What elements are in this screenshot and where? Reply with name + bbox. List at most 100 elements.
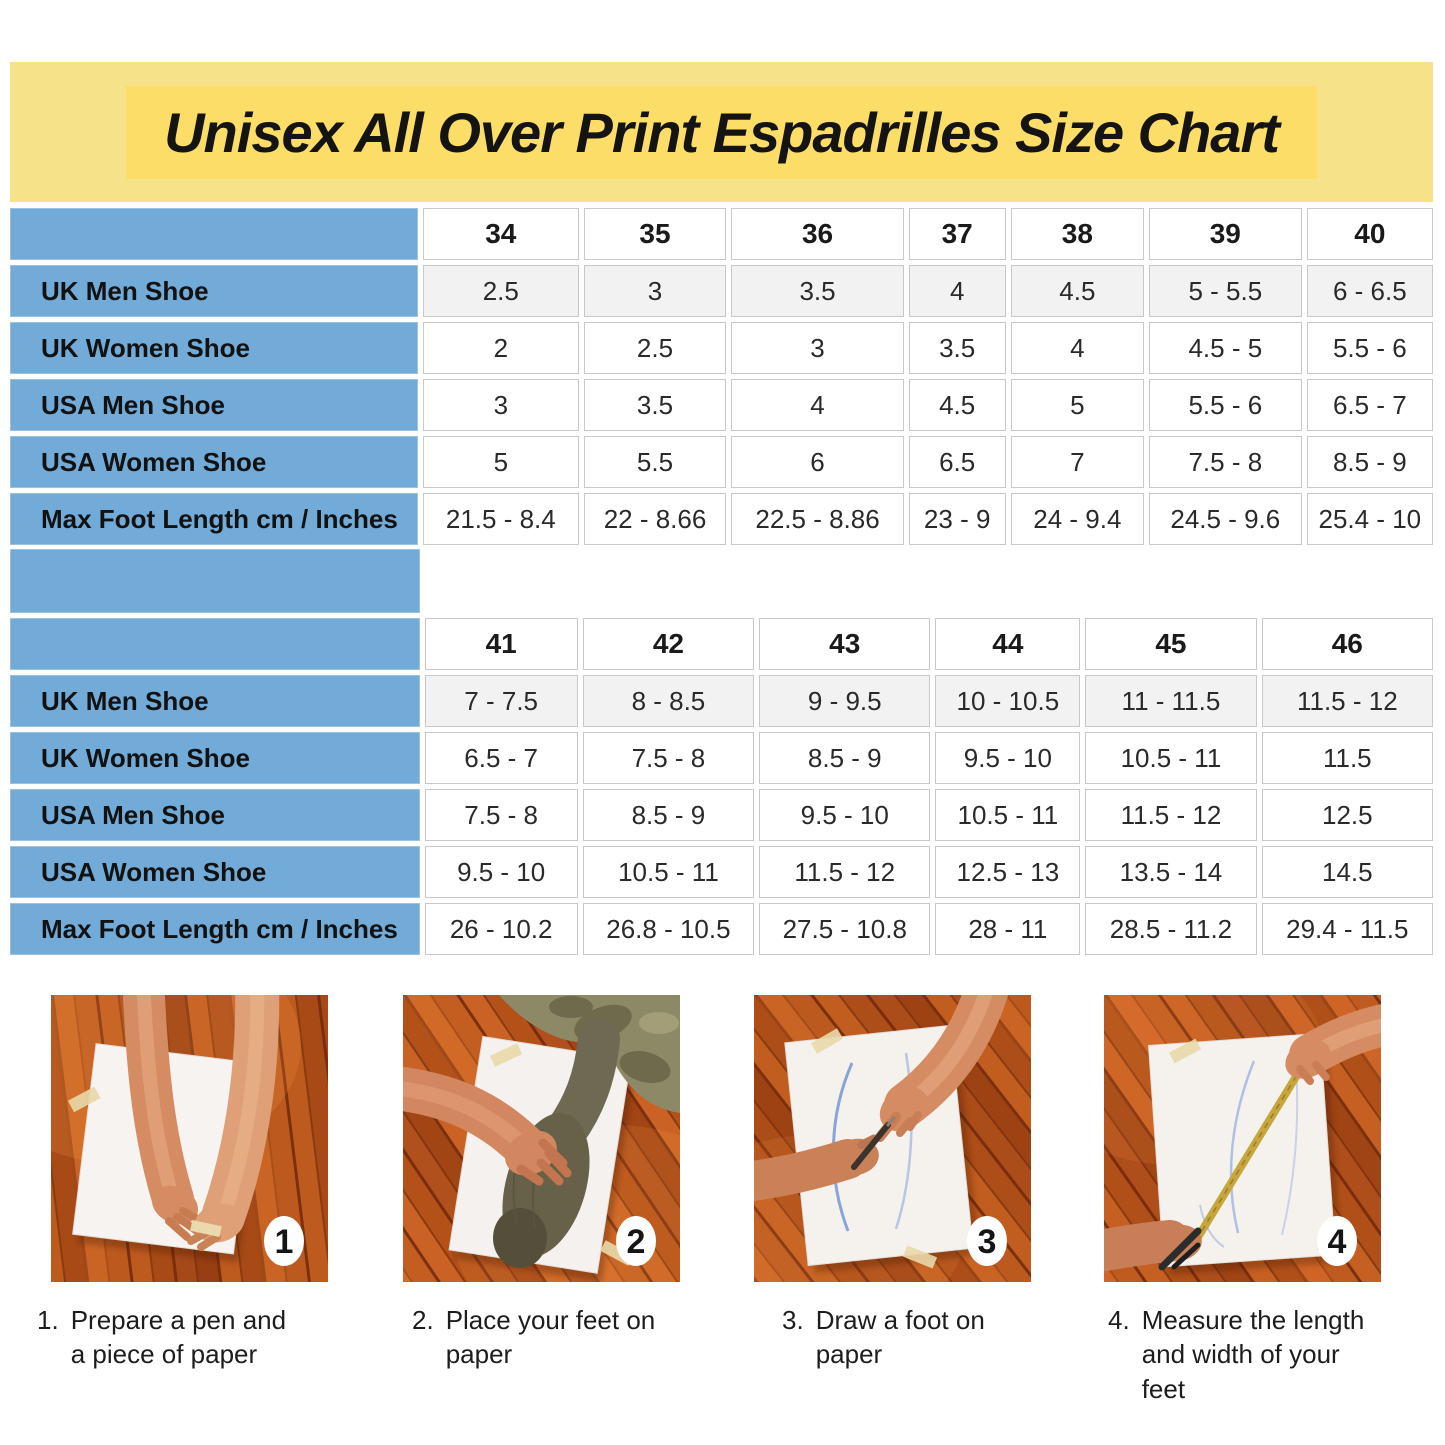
header-cell: 42 bbox=[582, 618, 755, 670]
step-1-photo: 1 bbox=[51, 995, 328, 1282]
measuring-tape-icon bbox=[1188, 1053, 1312, 1251]
size-cell: 11.5 - 12 bbox=[1085, 789, 1257, 841]
row-label: USA Men Shoe bbox=[10, 789, 420, 841]
spacer-row bbox=[10, 549, 1433, 613]
header-cell: 35 bbox=[583, 208, 727, 260]
size-cell: 22.5 - 8.86 bbox=[731, 493, 904, 545]
row-label: UK Men Shoe bbox=[10, 675, 420, 727]
size-cell: 12.5 bbox=[1261, 789, 1433, 841]
size-cell: 8.5 - 9 bbox=[582, 789, 755, 841]
caption-number: 3. bbox=[782, 1305, 804, 1335]
size-cell: 3.5 bbox=[908, 322, 1006, 374]
size-cell: 6.5 bbox=[908, 436, 1006, 488]
header-row: 41 42 43 44 45 46 bbox=[10, 618, 1433, 670]
size-cell: 7.5 - 8 bbox=[1148, 436, 1302, 488]
size-cell: 9.5 - 10 bbox=[424, 846, 578, 898]
hand-icon bbox=[403, 1066, 572, 1186]
corner-cell bbox=[10, 208, 419, 260]
pencil-icon bbox=[851, 1116, 896, 1170]
corner-cell bbox=[10, 618, 420, 670]
size-cell: 7 bbox=[1010, 436, 1144, 488]
step-4-photo: 4 bbox=[1104, 995, 1381, 1282]
tape-strip-icon bbox=[67, 1086, 101, 1113]
size-cell: 4 bbox=[731, 379, 904, 431]
size-cell: 28 - 11 bbox=[935, 903, 1081, 955]
size-cell: 5 bbox=[1010, 379, 1144, 431]
caption-step-3: 3. Draw a foot on paper bbox=[782, 1303, 986, 1372]
size-cell: 3 bbox=[731, 322, 904, 374]
caption-text: Place your feet on paper bbox=[445, 1305, 656, 1370]
spacer-label-cell bbox=[10, 549, 420, 613]
table-row: USA Women Shoe 9.5 - 10 10.5 - 11 11.5 -… bbox=[10, 846, 1433, 898]
size-cell: 4 bbox=[908, 265, 1006, 317]
header-cell: 34 bbox=[423, 208, 579, 260]
caption-step-2: 2. Place your feet on paper bbox=[412, 1303, 661, 1372]
size-cell: 3.5 bbox=[583, 379, 727, 431]
size-cell: 2.5 bbox=[583, 322, 727, 374]
size-cell: 14.5 bbox=[1261, 846, 1433, 898]
size-cell: 7.5 - 8 bbox=[582, 732, 755, 784]
size-cell: 8.5 - 9 bbox=[759, 732, 931, 784]
size-cell: 3 bbox=[423, 379, 579, 431]
size-cell: 2.5 bbox=[423, 265, 579, 317]
row-label: Max Foot Length cm / Inches bbox=[10, 493, 419, 545]
tape-strip-icon bbox=[902, 1245, 938, 1269]
row-label: USA Men Shoe bbox=[10, 379, 419, 431]
row-label: UK Men Shoe bbox=[10, 265, 419, 317]
header-cell: 38 bbox=[1010, 208, 1144, 260]
size-table-section-2: 41 42 43 44 45 46 UK Men Shoe 7 - 7.5 8 … bbox=[5, 544, 1438, 960]
row-label: USA Women Shoe bbox=[10, 846, 420, 898]
size-cell: 9 - 9.5 bbox=[759, 675, 931, 727]
size-cell: 5 bbox=[423, 436, 579, 488]
size-cell: 11 - 11.5 bbox=[1085, 675, 1257, 727]
header-cell: 40 bbox=[1306, 208, 1433, 260]
caption-text: Draw a foot on paper bbox=[815, 1305, 985, 1370]
table-row: USA Men Shoe 7.5 - 8 8.5 - 9 9.5 - 10 10… bbox=[10, 789, 1433, 841]
size-cell: 10 - 10.5 bbox=[935, 675, 1081, 727]
table-row: Max Foot Length cm / Inches 21.5 - 8.4 2… bbox=[10, 493, 1433, 545]
size-cell: 10.5 - 11 bbox=[935, 789, 1081, 841]
foot-outline-drawing bbox=[1199, 1060, 1299, 1248]
size-cell: 26.8 - 10.5 bbox=[582, 903, 755, 955]
size-cell: 9.5 - 10 bbox=[759, 789, 931, 841]
row-label: USA Women Shoe bbox=[10, 436, 419, 488]
step-badge-number: 1 bbox=[275, 1223, 294, 1261]
header-cell: 41 bbox=[424, 618, 578, 670]
header-cell: 39 bbox=[1148, 208, 1302, 260]
size-cell: 29.4 - 11.5 bbox=[1261, 903, 1433, 955]
size-cell: 9.5 - 10 bbox=[935, 732, 1081, 784]
tape-strip-icon bbox=[489, 1043, 523, 1067]
size-cell: 6 bbox=[731, 436, 904, 488]
size-cell: 8 - 8.5 bbox=[582, 675, 755, 727]
size-cell: 10.5 - 11 bbox=[1085, 732, 1257, 784]
header-cell: 44 bbox=[935, 618, 1081, 670]
header-cell: 36 bbox=[731, 208, 904, 260]
size-cell: 25.4 - 10 bbox=[1306, 493, 1433, 545]
step-badge: 4 bbox=[1317, 1216, 1357, 1266]
step-badge-number: 3 bbox=[978, 1223, 997, 1261]
step-badge-number: 2 bbox=[627, 1223, 646, 1261]
size-cell: 6.5 - 7 bbox=[424, 732, 578, 784]
size-chart: 34 35 36 37 38 39 40 UK Men Shoe 2.5 3 3… bbox=[5, 203, 1438, 960]
step-2-photo: 2 bbox=[403, 995, 680, 1282]
header-cell: 46 bbox=[1261, 618, 1433, 670]
size-cell: 6 - 6.5 bbox=[1306, 265, 1433, 317]
row-label: Max Foot Length cm / Inches bbox=[10, 903, 420, 955]
page-title: Unisex All Over Print Espadrilles Size C… bbox=[126, 85, 1317, 179]
row-label: UK Women Shoe bbox=[10, 322, 419, 374]
caption-step-4: 4. Measure the length and width of your … bbox=[1108, 1303, 1382, 1406]
size-cell: 11.5 - 12 bbox=[1261, 675, 1433, 727]
size-cell: 5.5 - 6 bbox=[1306, 322, 1433, 374]
size-cell: 4.5 - 5 bbox=[1148, 322, 1302, 374]
size-cell: 7 - 7.5 bbox=[424, 675, 578, 727]
hand-icon bbox=[1285, 1004, 1381, 1085]
size-cell: 10.5 - 11 bbox=[582, 846, 755, 898]
hand-icon bbox=[122, 995, 209, 1241]
table-row: USA Men Shoe 3 3.5 4 4.5 5 5.5 - 6 6.5 -… bbox=[10, 379, 1433, 431]
size-cell: 5 - 5.5 bbox=[1148, 265, 1302, 317]
caption-text: Prepare a pen and a piece of paper bbox=[70, 1305, 287, 1370]
table-row: Max Foot Length cm / Inches 26 - 10.2 26… bbox=[10, 903, 1433, 955]
banner: Unisex All Over Print Espadrilles Size C… bbox=[10, 62, 1433, 202]
size-cell: 22 - 8.66 bbox=[583, 493, 727, 545]
table-row: UK Men Shoe 2.5 3 3.5 4 4.5 5 - 5.5 6 - … bbox=[10, 265, 1433, 317]
